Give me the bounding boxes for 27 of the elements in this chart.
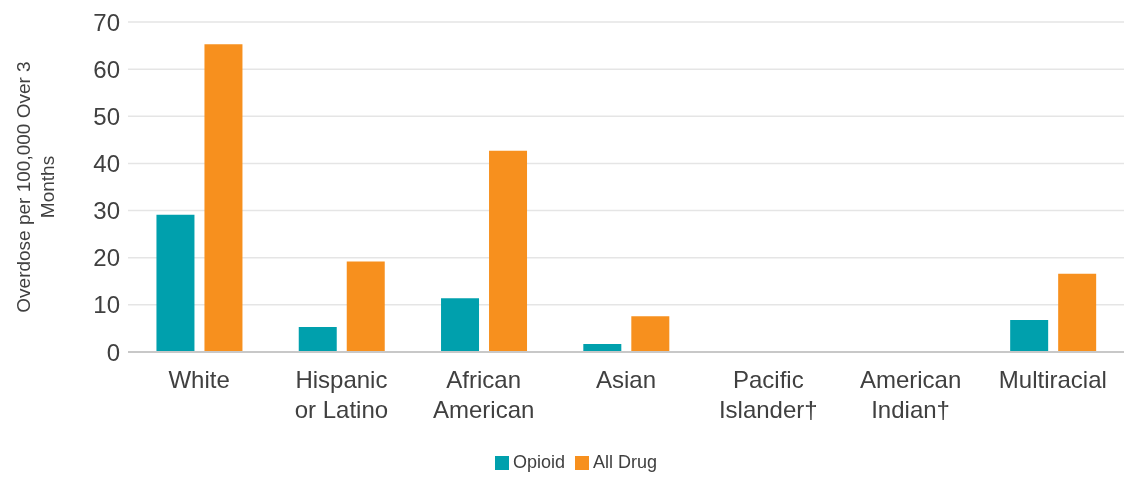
x-tick-label: African American xyxy=(433,366,535,423)
bar xyxy=(204,44,243,352)
y-tick-label: 20 xyxy=(93,244,120,272)
x-tick-label: American Indian† xyxy=(859,366,962,423)
y-axis-title: Overdose per 100,000 Over 3 Months xyxy=(13,61,58,313)
y-tick-label: 40 xyxy=(93,149,120,177)
bar xyxy=(1010,319,1049,352)
legend-label: Opioid xyxy=(512,452,565,472)
x-tick-label: Pacific Islander† xyxy=(718,366,818,423)
y-tick-label: 10 xyxy=(93,291,120,319)
y-tick-label: 70 xyxy=(93,8,120,36)
y-tick-label: 30 xyxy=(93,197,120,225)
x-tick-label: White xyxy=(168,366,230,393)
bar xyxy=(156,214,195,352)
bar xyxy=(441,298,480,352)
legend-label: All Drug xyxy=(593,452,658,472)
bar xyxy=(631,316,670,352)
y-tick-label: 60 xyxy=(93,55,120,83)
x-tick-label: Multiracial xyxy=(998,366,1107,393)
bar xyxy=(1058,273,1097,352)
y-tick-label: 50 xyxy=(93,102,120,130)
x-tick-label: Asian xyxy=(595,366,657,393)
bar xyxy=(489,150,528,352)
x-tick-label: Hispanic or Latino xyxy=(294,366,389,423)
y-tick-label: 0 xyxy=(106,338,120,366)
bar xyxy=(346,261,385,352)
bar xyxy=(298,327,337,352)
